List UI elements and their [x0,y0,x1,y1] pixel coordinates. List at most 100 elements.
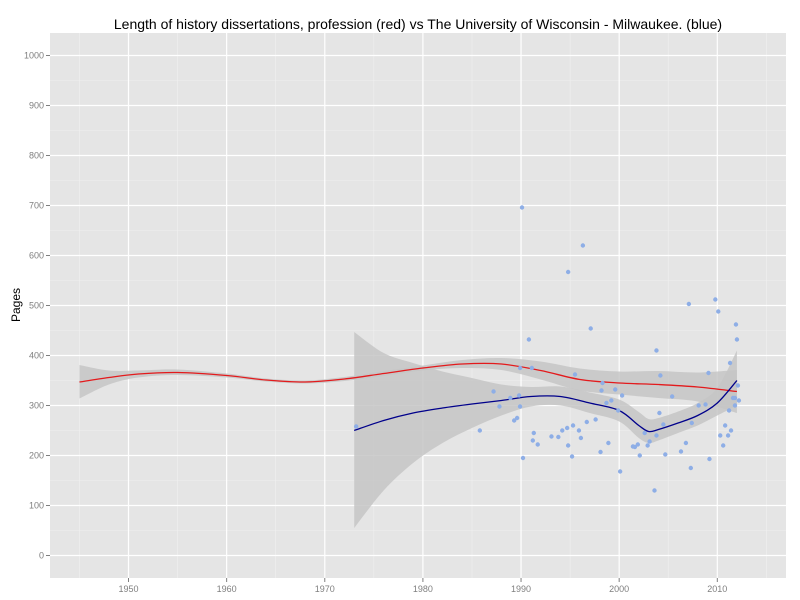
y-tick-label: 900 [29,101,44,111]
uwm-data-point [529,365,535,371]
uwm-data-point [706,370,711,376]
uwm-data-point [535,442,540,447]
uwm-data-point [733,322,739,327]
uwm-data-point [530,438,536,443]
data-points [353,205,742,493]
uwm-data-point [497,404,502,409]
uwm-data-point [663,452,668,457]
uwm-data-point [606,440,611,446]
uwm-data-point [564,425,570,431]
uwm-data-point [572,372,578,377]
uwm-data-point [491,389,496,394]
uwm-data-point [732,403,738,408]
uwm-data-point [588,326,593,331]
uwm-data-point [669,394,675,399]
uwm-data-point [657,410,662,416]
uwm-data-point [720,443,726,448]
uwm-data-point [652,488,657,493]
uwm-data-point [617,469,623,474]
uwm-data-point [580,243,586,248]
x-tick-label: 1970 [315,584,335,594]
uwm-data-point [531,430,536,436]
uwm-data-point [658,373,663,378]
uwm-data-point [593,417,598,422]
x-tick-label: 1950 [118,584,138,594]
uwm-data-point [600,380,605,386]
uwm-data-point [549,434,554,439]
uwm-data-point [584,419,589,425]
y-tick-label: 500 [29,301,44,311]
uwm-data-point [570,423,576,428]
uwm-data-point [727,360,733,366]
axis-ticks: 0 100 200 300 400 500 600 700 800 900 1000 1950 1960… [24,51,727,595]
profession-confidence-band [79,357,737,413]
y-tick-label: 0 [39,551,44,561]
uwm-data-point [688,465,694,471]
uwm-data-point [725,433,731,438]
uwm-data-point [615,408,621,413]
y-axis-label: Pages [9,288,23,322]
uwm-data-point [661,422,666,427]
y-tick-label: 600 [29,251,44,261]
uwm-data-point [678,449,684,454]
confidence-bands [79,332,737,528]
uwm-data-point [516,393,522,398]
uwm-data-point [526,337,532,342]
uwm-data-point [689,420,694,426]
uwm-data-point [632,444,638,450]
uwm-data-point [556,434,561,440]
uwm-data-point [637,453,642,458]
uwm-data-point [508,395,513,401]
x-tick-label: 2000 [609,584,629,594]
uwm-data-point [734,337,740,342]
x-tick-label: 1960 [217,584,237,594]
y-tick-label: 400 [29,351,44,361]
uwm-data-point [642,430,647,436]
uwm-data-point [686,301,692,307]
uwm-data-point [707,456,712,462]
chart-title: Length of history dissertations, profess… [114,16,722,32]
y-tick-label: 100 [29,501,44,511]
uwm-data-point [560,428,565,433]
uwm-data-point [735,383,741,388]
uwm-data-point [683,440,689,446]
profession-trend-line [79,362,738,393]
uwm-data-point [619,393,625,398]
uwm-data-point [647,439,652,444]
uwm-data-point [654,348,659,353]
y-tick-label: 200 [29,451,44,461]
x-tick-label: 1990 [511,584,531,594]
uwm-data-point [511,418,517,423]
uwm-data-point [514,415,520,421]
uwm-data-point [520,455,526,461]
x-tick-label: 1980 [413,584,433,594]
uwm-data-point [353,424,359,429]
uwm-confidence-band [354,332,737,528]
y-tick-label: 1000 [24,51,44,61]
uwm-data-point [718,433,723,438]
uwm-data-point [599,388,604,393]
uwm-data-point [565,443,571,448]
uwm-data-point [609,398,614,403]
uwm-data-point [576,428,582,433]
uwm-data-point [477,428,483,433]
uwm-data-point [654,433,659,438]
uwm-data-point [613,387,618,392]
uwm-data-point [716,309,721,314]
x-tick-label: 2010 [707,584,727,594]
uwm-data-point [517,365,523,371]
uwm-data-point [645,443,650,448]
uwm-data-point [635,442,641,447]
uwm-data-point [696,403,701,408]
uwm-trend-line [354,380,738,433]
uwm-data-point [732,395,738,401]
uwm-data-point [578,435,584,441]
uwm-data-point [703,402,708,407]
uwm-data-point [604,400,609,406]
uwm-data-point [569,454,575,459]
uwm-data-point [736,398,742,403]
smooth-lines [79,362,738,433]
uwm-data-point [722,423,728,428]
uwm-data-point [565,269,571,275]
